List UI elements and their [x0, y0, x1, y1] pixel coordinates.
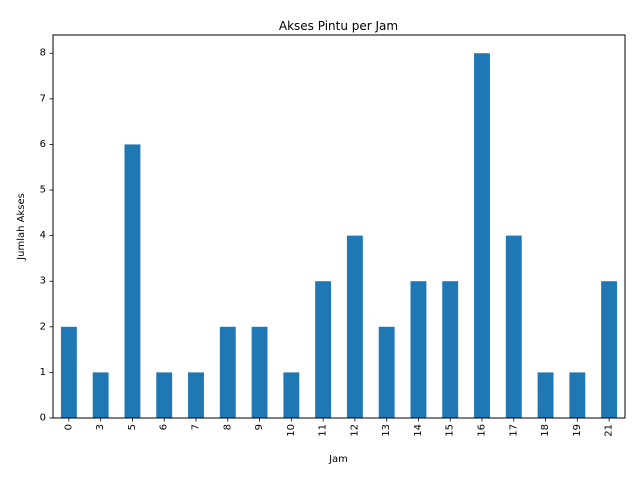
x-axis: 0 3 5 6 7 8 9 10 11 12 13 14 15 16 17 18 19 21 [63, 418, 615, 437]
bar-14 [410, 281, 427, 418]
bar-3 [92, 372, 109, 418]
bar-5 [124, 144, 141, 418]
x-tick-label: 11 [318, 424, 329, 437]
chart-title: Akses Pintu per Jam [279, 19, 398, 33]
bars-group [60, 53, 618, 418]
x-axis-label: Jam [328, 454, 348, 465]
y-tick-label: 3 [40, 276, 46, 287]
y-tick-label: 2 [40, 321, 46, 332]
x-tick-label: 7 [191, 424, 202, 430]
bar-8 [219, 326, 236, 418]
y-axis-label: Jumlah Akses [16, 193, 27, 261]
bar-21 [601, 281, 618, 418]
x-tick-label: 12 [349, 424, 360, 437]
bar-15 [442, 281, 459, 418]
x-tick-label: 8 [222, 424, 233, 430]
bar-6 [156, 372, 173, 418]
bar-18 [537, 372, 554, 418]
x-tick-label: 6 [159, 424, 170, 430]
y-tick-label: 8 [40, 48, 46, 59]
bar-17 [505, 235, 522, 418]
x-tick-label: 18 [540, 424, 551, 437]
x-tick-label: 17 [508, 424, 519, 437]
bar-10 [283, 372, 300, 418]
bar-9 [251, 326, 268, 418]
x-tick-label: 15 [445, 424, 456, 437]
x-tick-label: 0 [63, 424, 74, 430]
bar-0 [60, 326, 77, 418]
bar-12 [346, 235, 363, 418]
plot-frame [52, 34, 626, 419]
y-tick-label: 6 [40, 139, 46, 150]
y-tick-label: 4 [40, 230, 46, 241]
y-tick-label: 7 [40, 93, 46, 104]
x-tick-label: 3 [95, 424, 106, 430]
x-tick-label: 19 [572, 424, 583, 437]
y-tick-label: 0 [40, 413, 46, 424]
x-tick-label: 13 [381, 424, 392, 437]
y-tick-label: 1 [40, 367, 46, 378]
bar-7 [188, 372, 204, 418]
bar-11 [315, 281, 332, 418]
bar-13 [378, 326, 395, 418]
x-tick-label: 21 [604, 424, 615, 437]
bar-16 [474, 53, 490, 418]
x-tick-label: 14 [413, 424, 424, 437]
y-axis: 0 1 2 3 4 5 6 7 8 [40, 48, 53, 424]
x-tick-label: 16 [477, 424, 488, 437]
x-tick-label: 10 [286, 424, 297, 437]
x-tick-label: 9 [254, 424, 265, 430]
bar-19 [569, 372, 586, 418]
y-tick-label: 5 [40, 185, 46, 196]
x-tick-label: 5 [127, 424, 138, 430]
